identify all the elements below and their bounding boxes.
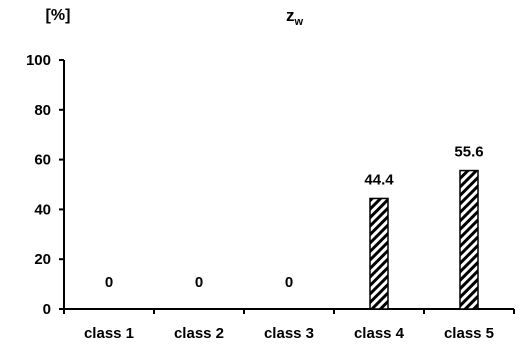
chart-title-subscript: w [294,16,304,28]
y-tick-label: 0 [43,301,51,318]
chart-title: zw [286,6,304,28]
x-tick-label: class 2 [174,325,224,342]
data-label: 0 [105,274,113,291]
x-tick-label: class 5 [444,325,494,342]
y-tick-label: 60 [34,152,51,169]
data-label: 0 [195,274,203,291]
bar-class-5 [459,169,479,310]
y-tick-label: 40 [34,201,51,218]
x-tick-label: class 3 [264,325,314,342]
y-tick-label: 100 [26,52,51,69]
chart-title-main: z [286,6,295,25]
y-tick-label: 20 [34,251,51,268]
data-label: 44.4 [364,171,394,188]
y-tick-label: 80 [34,102,51,119]
data-label: 55.6 [454,144,483,161]
plot-area: 0 20 40 60 80 100 class 1 0 class 2 0 class 3 0 clas… [26,52,515,342]
y-axis-label: [%] [46,7,71,24]
x-tick-label: class 1 [84,325,134,342]
data-label: 0 [285,274,293,291]
bar-class-4 [369,197,389,310]
x-tick-label: class 4 [354,325,405,342]
